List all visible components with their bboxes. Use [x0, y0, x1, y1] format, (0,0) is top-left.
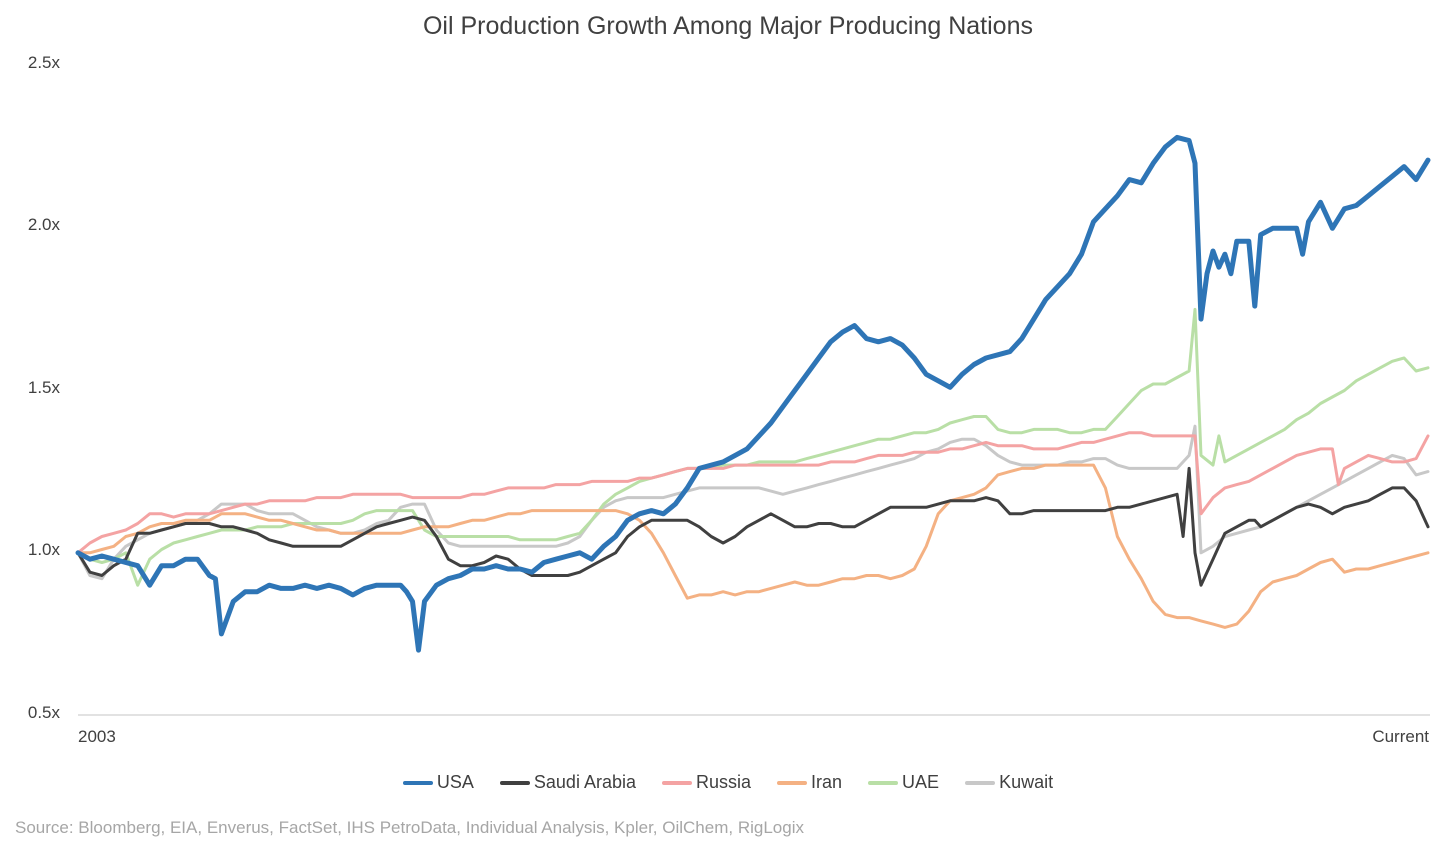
series-line-kuwait — [76, 424, 1430, 581]
legend-label: Kuwait — [999, 772, 1054, 792]
legend-label: USA — [436, 772, 474, 792]
y-tick-label: 0.5x — [27, 703, 60, 722]
legend-item-saudi-arabia[interactable]: Saudi Arabia — [499, 772, 636, 793]
legend-item-usa[interactable]: USA — [402, 772, 474, 793]
y-tick-label: 1.5x — [27, 378, 60, 397]
legend-swatch — [661, 780, 692, 785]
series-line-iran — [76, 463, 1430, 629]
legend-label: Saudi Arabia — [533, 772, 636, 792]
series-layer — [75, 134, 1431, 653]
series-line-uae — [76, 307, 1430, 587]
legend-item-uae[interactable]: UAE — [868, 772, 939, 793]
source-note: Source: Bloomberg, EIA, Enverus, FactSet… — [15, 818, 804, 837]
legend-swatch — [777, 780, 808, 785]
chart-title: Oil Production Growth Among Major Produc… — [422, 12, 1033, 40]
x-tick-label: 2003 — [78, 727, 116, 746]
series-line-saudi-arabia — [76, 466, 1430, 587]
x-tick-label: Current — [1372, 727, 1429, 746]
legend-item-iran[interactable]: Iran — [777, 772, 842, 793]
series-line-usa — [75, 134, 1431, 653]
legend-item-kuwait[interactable]: Kuwait — [965, 772, 1053, 793]
legend-swatch — [402, 780, 433, 785]
legend-label: Russia — [695, 772, 752, 792]
legend-item-russia[interactable]: Russia — [661, 772, 752, 793]
y-tick-label: 2.0x — [27, 215, 60, 234]
legend-swatch — [499, 780, 530, 785]
series-line-russia — [76, 431, 1430, 555]
legend-label: UAE — [902, 772, 940, 792]
legend: USA Saudi Arabia Russia Iran UAE Kuwait — [0, 772, 1456, 793]
legend-swatch — [965, 780, 996, 785]
y-tick-label: 1.0x — [27, 540, 60, 559]
legend-swatch — [868, 780, 899, 785]
legend-label: Iran — [811, 772, 843, 792]
y-tick-label: 2.5x — [27, 53, 60, 72]
